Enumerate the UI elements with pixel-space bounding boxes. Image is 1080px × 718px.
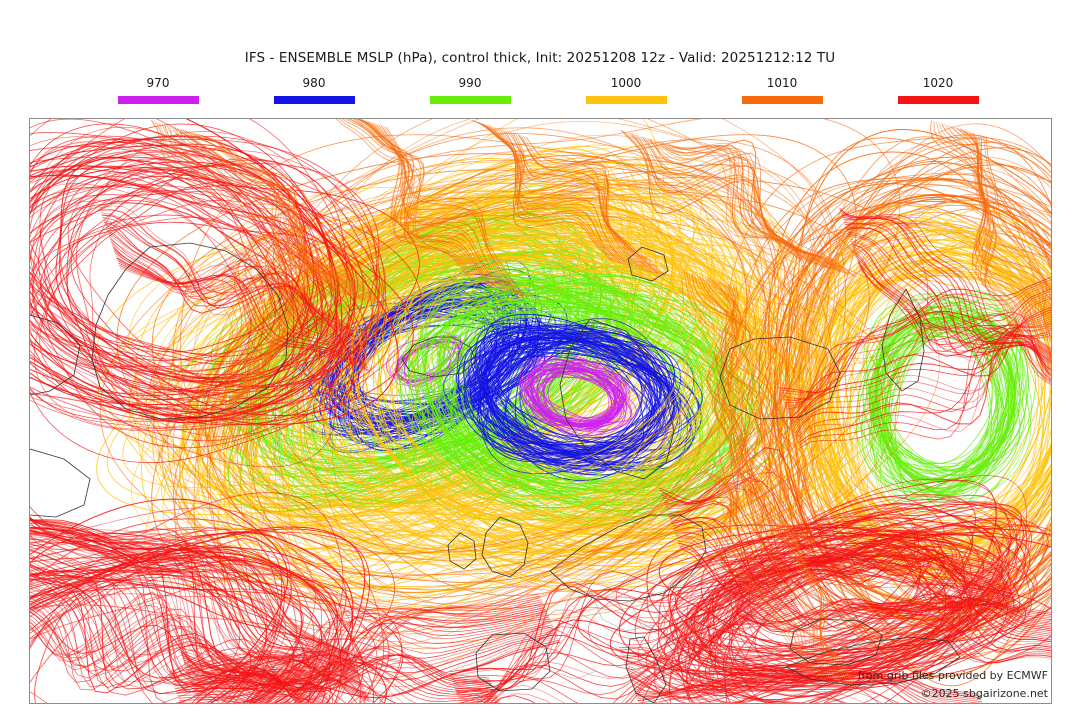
legend-label: 990 [415, 76, 525, 90]
map-canvas[interactable] [29, 118, 1052, 704]
legend-label: 980 [259, 76, 369, 90]
page-title: IFS - ENSEMBLE MSLP (hPa), control thick… [0, 50, 1080, 66]
legend-item-970: 970 [103, 76, 213, 104]
legend-item-1010: 1010 [727, 76, 837, 104]
coastline [30, 449, 90, 517]
legend-item-980: 980 [259, 76, 369, 104]
legend-label: 1000 [571, 76, 681, 90]
ensemble-spaghetti-plot [30, 119, 1051, 703]
legend-label: 1010 [727, 76, 837, 90]
legend-swatch [118, 96, 199, 104]
legend-item-1000: 1000 [571, 76, 681, 104]
contour-level-legend: 970 980 990 1000 1010 1020 [0, 76, 1080, 108]
legend-item-990: 990 [415, 76, 525, 104]
legend-label: 970 [103, 76, 213, 90]
legend-swatch [274, 96, 355, 104]
legend-swatch [742, 96, 823, 104]
legend-swatch [586, 96, 667, 104]
legend-item-1020: 1020 [883, 76, 993, 104]
legend-swatch [898, 96, 979, 104]
legend-swatch [430, 96, 511, 104]
legend-label: 1020 [883, 76, 993, 90]
